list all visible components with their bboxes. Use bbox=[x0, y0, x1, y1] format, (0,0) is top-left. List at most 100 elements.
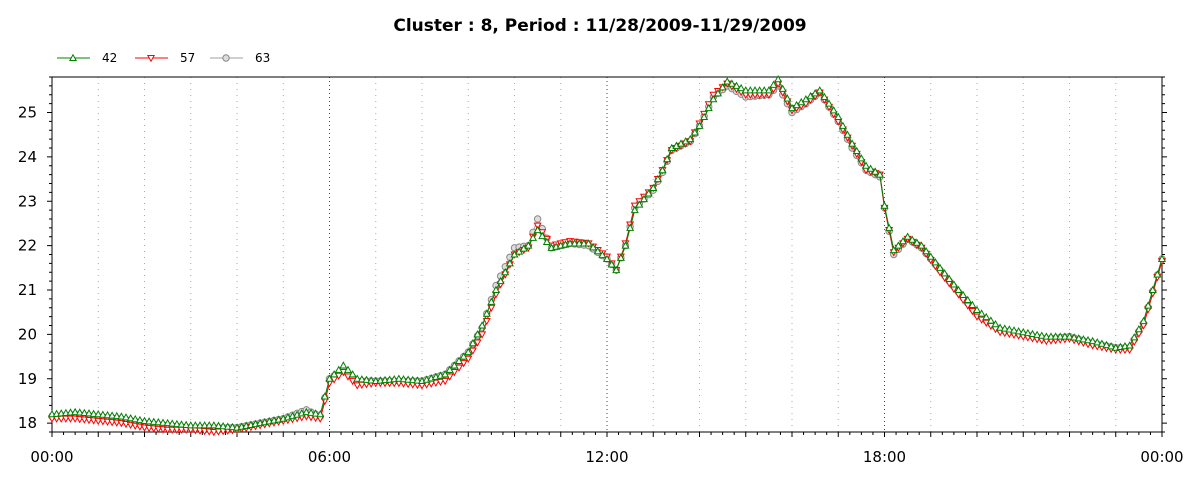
data-point bbox=[538, 231, 547, 240]
data-point bbox=[1042, 332, 1051, 340]
data-point bbox=[783, 94, 792, 102]
data-point bbox=[228, 422, 237, 431]
data-point bbox=[209, 428, 218, 437]
legend-item-63: 63 bbox=[210, 51, 270, 65]
data-point bbox=[1028, 329, 1037, 337]
data-point bbox=[769, 80, 778, 88]
data-point bbox=[1060, 332, 1069, 340]
data-point bbox=[612, 265, 621, 274]
data-point bbox=[926, 252, 935, 260]
data-point bbox=[750, 86, 760, 94]
data-point bbox=[575, 239, 584, 247]
data-point bbox=[1144, 301, 1153, 309]
data-point bbox=[1005, 325, 1014, 333]
data-point bbox=[1134, 324, 1143, 333]
data-point bbox=[140, 416, 149, 424]
data-point bbox=[195, 421, 205, 429]
data-point bbox=[445, 365, 454, 373]
data-point bbox=[931, 258, 940, 266]
data-point bbox=[565, 239, 575, 247]
data-point bbox=[316, 410, 325, 418]
y-tick-label: 20 bbox=[18, 325, 37, 343]
data-point bbox=[177, 420, 186, 428]
data-point bbox=[431, 379, 440, 387]
data-point bbox=[903, 232, 912, 240]
data-point bbox=[1046, 332, 1056, 340]
data-point bbox=[505, 259, 514, 267]
data-point bbox=[158, 418, 168, 426]
data-point bbox=[454, 356, 464, 365]
data-point bbox=[940, 269, 949, 277]
data-point bbox=[135, 415, 144, 424]
data-point bbox=[639, 194, 649, 203]
data-point bbox=[186, 421, 195, 429]
data-point bbox=[1056, 332, 1065, 340]
data-point bbox=[89, 409, 98, 417]
data-point bbox=[912, 238, 921, 246]
data-point bbox=[1083, 335, 1093, 344]
data-point bbox=[214, 421, 223, 429]
data-point bbox=[635, 200, 644, 208]
data-point bbox=[343, 365, 353, 373]
data-point bbox=[824, 99, 834, 107]
data-point bbox=[621, 241, 630, 249]
data-point bbox=[857, 154, 866, 162]
data-point bbox=[154, 418, 163, 426]
data-point bbox=[570, 239, 579, 247]
data-point bbox=[1102, 340, 1111, 349]
data-point bbox=[607, 260, 616, 268]
data-point bbox=[306, 408, 316, 416]
data-point bbox=[1037, 331, 1046, 339]
data-point bbox=[84, 409, 94, 417]
y-tick-label: 24 bbox=[18, 148, 37, 166]
data-point bbox=[528, 233, 538, 241]
data-point bbox=[760, 86, 769, 94]
data-point bbox=[1125, 341, 1134, 349]
data-point bbox=[986, 316, 995, 324]
data-point bbox=[163, 426, 172, 435]
data-point bbox=[441, 377, 450, 386]
data-point bbox=[61, 415, 70, 423]
data-point bbox=[815, 86, 824, 94]
series-42 bbox=[47, 74, 1167, 431]
data-point bbox=[718, 83, 727, 91]
y-tick-label: 25 bbox=[18, 104, 37, 122]
data-point bbox=[348, 370, 357, 378]
y-tick-label: 23 bbox=[18, 192, 37, 210]
legend-label: 63 bbox=[255, 51, 270, 65]
data-point bbox=[1097, 339, 1106, 347]
data-point bbox=[205, 421, 214, 429]
data-point bbox=[778, 84, 787, 92]
data-point bbox=[593, 246, 602, 255]
y-tick-label: 18 bbox=[18, 414, 37, 432]
data-point bbox=[1139, 316, 1148, 325]
data-point bbox=[838, 121, 847, 129]
data-point bbox=[478, 331, 487, 339]
data-point bbox=[741, 86, 750, 94]
data-point bbox=[68, 53, 78, 62]
data-point bbox=[774, 74, 783, 83]
data-point bbox=[602, 254, 612, 262]
data-point bbox=[935, 263, 945, 271]
data-point bbox=[172, 419, 181, 428]
series-layer bbox=[47, 74, 1167, 437]
data-point bbox=[325, 374, 334, 382]
data-point bbox=[353, 374, 362, 382]
data-point bbox=[1070, 333, 1079, 341]
data-point bbox=[713, 89, 723, 97]
data-point bbox=[686, 134, 695, 143]
data-point bbox=[589, 243, 598, 251]
data-point bbox=[1093, 338, 1102, 346]
data-point bbox=[353, 382, 362, 390]
data-point bbox=[871, 167, 880, 175]
data-point bbox=[704, 103, 713, 112]
data-point bbox=[1014, 327, 1023, 335]
data-point bbox=[700, 112, 709, 120]
data-point bbox=[616, 253, 625, 261]
data-point bbox=[1107, 342, 1116, 350]
data-point bbox=[626, 223, 635, 231]
data-point bbox=[1153, 270, 1162, 278]
x-tick-label: 06:00 bbox=[308, 448, 351, 466]
y-tick-label: 19 bbox=[18, 370, 37, 388]
data-point bbox=[200, 421, 209, 429]
